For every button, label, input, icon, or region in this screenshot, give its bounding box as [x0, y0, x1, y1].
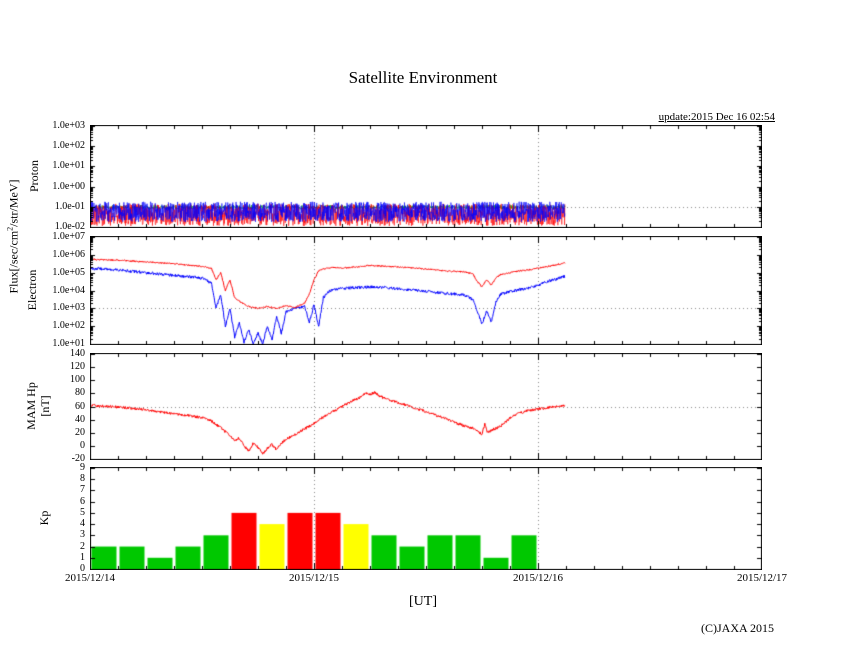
y-tick-label: 7: [80, 484, 85, 496]
y-tick-label: 8: [80, 473, 85, 485]
y-tick-label: 1.0e+01: [52, 338, 85, 349]
y-tick-label: -20: [71, 453, 85, 464]
y-tick-label: 1.0e+04: [52, 284, 85, 296]
kp-plot: [90, 467, 762, 570]
y-tick-label: 1.0e+00: [52, 180, 85, 192]
y-tick-label: 1.0e+03: [52, 302, 85, 314]
y-tick-label: 9: [80, 462, 85, 473]
y-tick-label: 120: [70, 361, 85, 373]
y-tick-label: 80: [75, 387, 85, 399]
y-tick-label: 3: [80, 529, 85, 541]
x-tick-label: 2015/12/15: [288, 572, 340, 584]
y-tick-label: 1.0e-01: [54, 200, 85, 212]
y-tick-label: 1.0e+06: [52, 248, 85, 260]
x-tick-label: 2015/12/17: [736, 572, 788, 584]
y-tick-label: 4: [80, 518, 85, 530]
hp-plot: [90, 353, 762, 460]
y-tick-label: 1.0e+01: [52, 160, 85, 172]
chart-title: Satellite Environment: [348, 68, 498, 87]
y-tick-label: 0: [80, 563, 85, 574]
y-tick-label: 100: [70, 374, 85, 386]
y-tick-label: 6: [80, 495, 85, 507]
y-tick-label: 1.0e+03: [52, 120, 85, 131]
electron-plot: [90, 236, 762, 345]
x-tick-label: 2015/12/14: [64, 572, 116, 584]
copyright: (C)JAXA 2015: [700, 621, 774, 635]
y-tick-label: 5: [80, 506, 85, 518]
y-tick-label: 1.0e+02: [52, 320, 85, 332]
y-tick-label: 20: [75, 426, 85, 438]
x-tick-label: 2015/12/16: [512, 572, 564, 584]
y-tick-label: 1: [80, 551, 85, 563]
y-tick-label: 0: [80, 439, 85, 451]
update-timestamp: update:2015 Dec 16 02:54: [658, 111, 775, 123]
proton-plot: [90, 125, 762, 228]
y-tick-label: 1.0e+07: [52, 231, 85, 242]
y-tick-label: 60: [75, 400, 85, 412]
y-tick-label: 40: [75, 413, 85, 425]
y-tick-label: 140: [70, 348, 85, 359]
x-axis-unit-label: [UT]: [409, 594, 437, 609]
y-tick-label: 1.0e-02: [54, 221, 85, 232]
y-tick-label: 1.0e+02: [52, 140, 85, 152]
y-tick-label: 2: [80, 540, 85, 552]
y-tick-label: 1.0e+05: [52, 266, 85, 278]
